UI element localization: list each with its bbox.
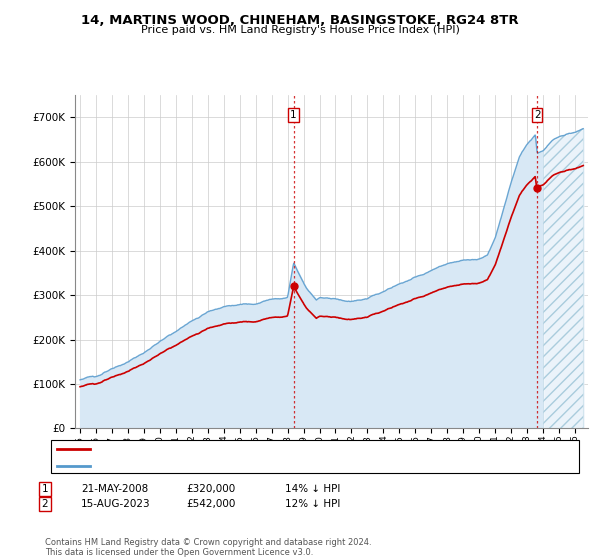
Text: 2: 2 — [41, 499, 49, 509]
Text: 14, MARTINS WOOD, CHINEHAM, BASINGSTOKE, RG24 8TR (detached house): 14, MARTINS WOOD, CHINEHAM, BASINGSTOKE,… — [95, 445, 459, 454]
Text: Contains HM Land Registry data © Crown copyright and database right 2024.
This d: Contains HM Land Registry data © Crown c… — [45, 538, 371, 557]
Text: 1: 1 — [290, 110, 297, 120]
Text: 2: 2 — [534, 110, 541, 120]
Text: Price paid vs. HM Land Registry's House Price Index (HPI): Price paid vs. HM Land Registry's House … — [140, 25, 460, 35]
Text: 15-AUG-2023: 15-AUG-2023 — [81, 499, 151, 509]
Text: 12% ↓ HPI: 12% ↓ HPI — [285, 499, 340, 509]
Text: HPI: Average price, detached house, Basingstoke and Deane: HPI: Average price, detached house, Basi… — [95, 461, 383, 470]
Text: £320,000: £320,000 — [186, 484, 235, 494]
Text: £542,000: £542,000 — [186, 499, 235, 509]
Text: 14% ↓ HPI: 14% ↓ HPI — [285, 484, 340, 494]
Text: 14, MARTINS WOOD, CHINEHAM, BASINGSTOKE, RG24 8TR: 14, MARTINS WOOD, CHINEHAM, BASINGSTOKE,… — [81, 14, 519, 27]
Text: 1: 1 — [41, 484, 49, 494]
Text: 21-MAY-2008: 21-MAY-2008 — [81, 484, 148, 494]
